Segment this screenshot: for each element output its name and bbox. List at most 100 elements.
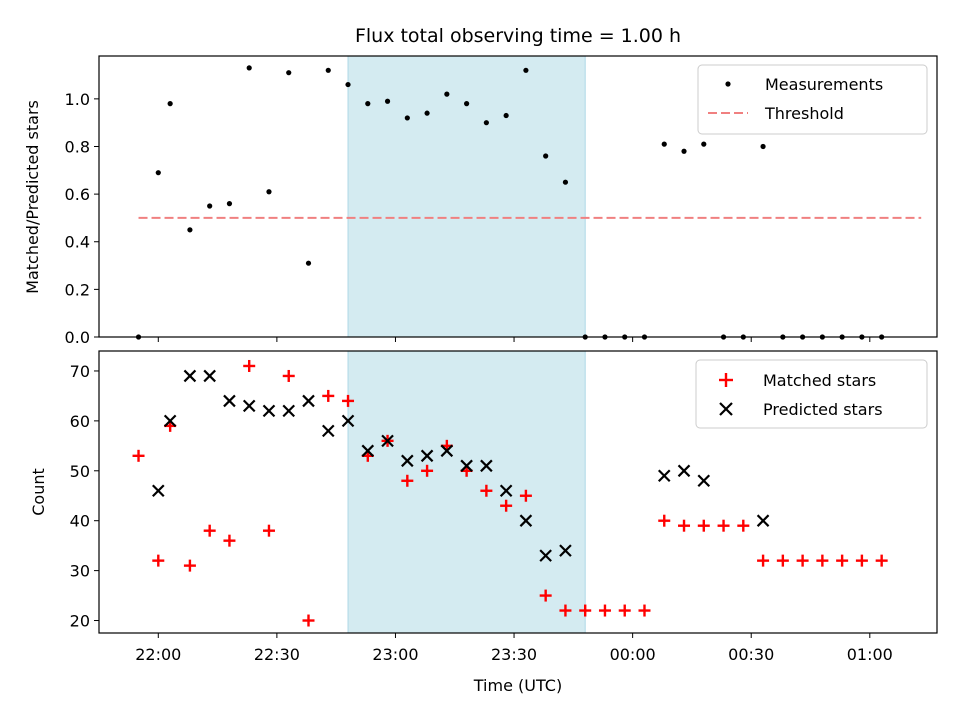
top-y-tick-label: 0.0 bbox=[65, 328, 90, 347]
top-legend-box bbox=[697, 64, 928, 135]
predicted-star-points bbox=[152, 369, 770, 562]
legend-matched-marker bbox=[719, 373, 733, 387]
predicted-star-point bbox=[499, 484, 513, 498]
matched-star-point bbox=[342, 394, 355, 407]
matched-star-point bbox=[816, 554, 829, 567]
bottom-y-tick-label: 60 bbox=[70, 412, 90, 431]
predicted-star-point bbox=[242, 399, 256, 413]
top-panel: 0.0 0.2 0.4 0.6 0.8 1.0 Matched/Predicted sta… bbox=[23, 55, 938, 347]
top-shaded-region bbox=[347, 55, 586, 338]
bottom-legend: Matched stars Predicted stars bbox=[695, 359, 928, 429]
predicted-star-point bbox=[321, 424, 335, 438]
predicted-star-point bbox=[440, 444, 454, 458]
predicted-star-point bbox=[519, 514, 533, 527]
bottom-axes-frame bbox=[98, 350, 938, 634]
matched-star-point bbox=[203, 524, 216, 537]
matched-star-point bbox=[579, 604, 592, 617]
legend-matched-label: Matched stars bbox=[763, 371, 876, 390]
predicted-star-point bbox=[480, 459, 493, 473]
chart-title: Flux total observing time = 1.00 h bbox=[355, 25, 681, 47]
x-tick-label: 01:00 bbox=[847, 645, 893, 664]
top-y-axis-label: Matched/Predicted stars bbox=[23, 100, 42, 294]
x-tick-label: 00:00 bbox=[610, 645, 656, 664]
measurement-point bbox=[325, 67, 331, 73]
top-y-tick-label: 1.0 bbox=[65, 90, 90, 109]
predicted-star-point bbox=[163, 414, 177, 428]
x-tick-label: 22:00 bbox=[135, 645, 181, 664]
measurement-point bbox=[701, 141, 707, 147]
matched-star-point bbox=[875, 554, 888, 567]
predicted-star-point bbox=[559, 544, 572, 557]
predicted-star-point bbox=[401, 454, 414, 468]
matched-star-point bbox=[638, 604, 651, 617]
measurement-point bbox=[483, 120, 489, 126]
measurement-point bbox=[464, 101, 470, 107]
predicted-star-point bbox=[420, 449, 434, 463]
bottom-y-tick-label: 40 bbox=[70, 512, 90, 531]
matched-star-point bbox=[421, 464, 434, 477]
measurement-point bbox=[365, 101, 371, 107]
top-measurement-points bbox=[135, 65, 885, 340]
predicted-star-point bbox=[657, 469, 671, 483]
matched-star-point bbox=[132, 449, 145, 462]
measurement-point bbox=[226, 201, 233, 207]
measurement-point bbox=[167, 101, 173, 107]
x-tick-label: 22:30 bbox=[254, 645, 300, 664]
top-legend: Measurements Threshold bbox=[697, 64, 928, 135]
bottom-y-tick-label: 70 bbox=[70, 362, 90, 381]
matched-star-point bbox=[480, 484, 493, 497]
measurement-point bbox=[266, 189, 272, 195]
top-y-tick-label: 0.2 bbox=[65, 280, 90, 299]
legend-measurements-marker bbox=[725, 81, 731, 87]
measurement-point bbox=[503, 112, 509, 119]
measurement-point bbox=[305, 260, 312, 266]
top-y-tick-label: 0.4 bbox=[65, 233, 90, 252]
x-tick-label: 23:30 bbox=[491, 645, 537, 664]
predicted-star-point bbox=[756, 514, 770, 527]
matched-star-point bbox=[658, 514, 671, 527]
predicted-star-point bbox=[361, 444, 375, 458]
predicted-star-point bbox=[223, 394, 236, 408]
bottom-panel: 20 30 40 50 60 70 22:00 22:30 23:00 23:30 00:00 00… bbox=[29, 350, 938, 695]
matched-star-point bbox=[262, 524, 275, 537]
predicted-star-point bbox=[203, 369, 216, 383]
predicted-star-point bbox=[183, 369, 197, 383]
top-x-ticks bbox=[157, 337, 871, 342]
predicted-star-point bbox=[152, 484, 165, 498]
matched-star-point bbox=[559, 604, 572, 617]
bottom-y-ticks: 20 30 40 50 60 70 bbox=[70, 362, 99, 631]
matched-star-point bbox=[302, 614, 315, 627]
bottom-shaded-region bbox=[347, 350, 586, 634]
measurement-point bbox=[681, 148, 687, 154]
measurement-point bbox=[207, 203, 213, 209]
matched-star-point bbox=[401, 474, 414, 487]
measurement-point bbox=[760, 143, 766, 150]
matched-star-point bbox=[737, 519, 750, 532]
matched-star-point bbox=[152, 554, 165, 567]
measurement-point bbox=[187, 227, 193, 233]
legend-threshold-label: Threshold bbox=[764, 104, 844, 123]
measurement-point bbox=[345, 81, 351, 88]
predicted-star-point bbox=[697, 474, 711, 488]
matched-star-point bbox=[183, 559, 196, 572]
bottom-y-tick-label: 50 bbox=[70, 462, 90, 481]
matched-star-point bbox=[717, 519, 730, 532]
matched-star-point bbox=[855, 554, 868, 567]
matched-star-point bbox=[697, 519, 710, 532]
matched-star-point bbox=[282, 369, 295, 382]
legend-predicted-marker bbox=[719, 402, 733, 416]
matched-star-point bbox=[678, 519, 691, 532]
predicted-star-point bbox=[262, 404, 276, 418]
measurement-point bbox=[523, 67, 529, 73]
bottom-legend-box bbox=[695, 359, 928, 429]
matched-star-point bbox=[776, 554, 789, 567]
matched-star-point bbox=[539, 589, 552, 602]
matched-star-point bbox=[618, 604, 631, 617]
measurement-point bbox=[246, 65, 252, 71]
predicted-star-point bbox=[381, 434, 394, 448]
top-axes-frame bbox=[98, 55, 938, 338]
predicted-star-point bbox=[677, 464, 691, 478]
measurement-point bbox=[155, 170, 161, 176]
matched-star-point bbox=[322, 389, 335, 402]
